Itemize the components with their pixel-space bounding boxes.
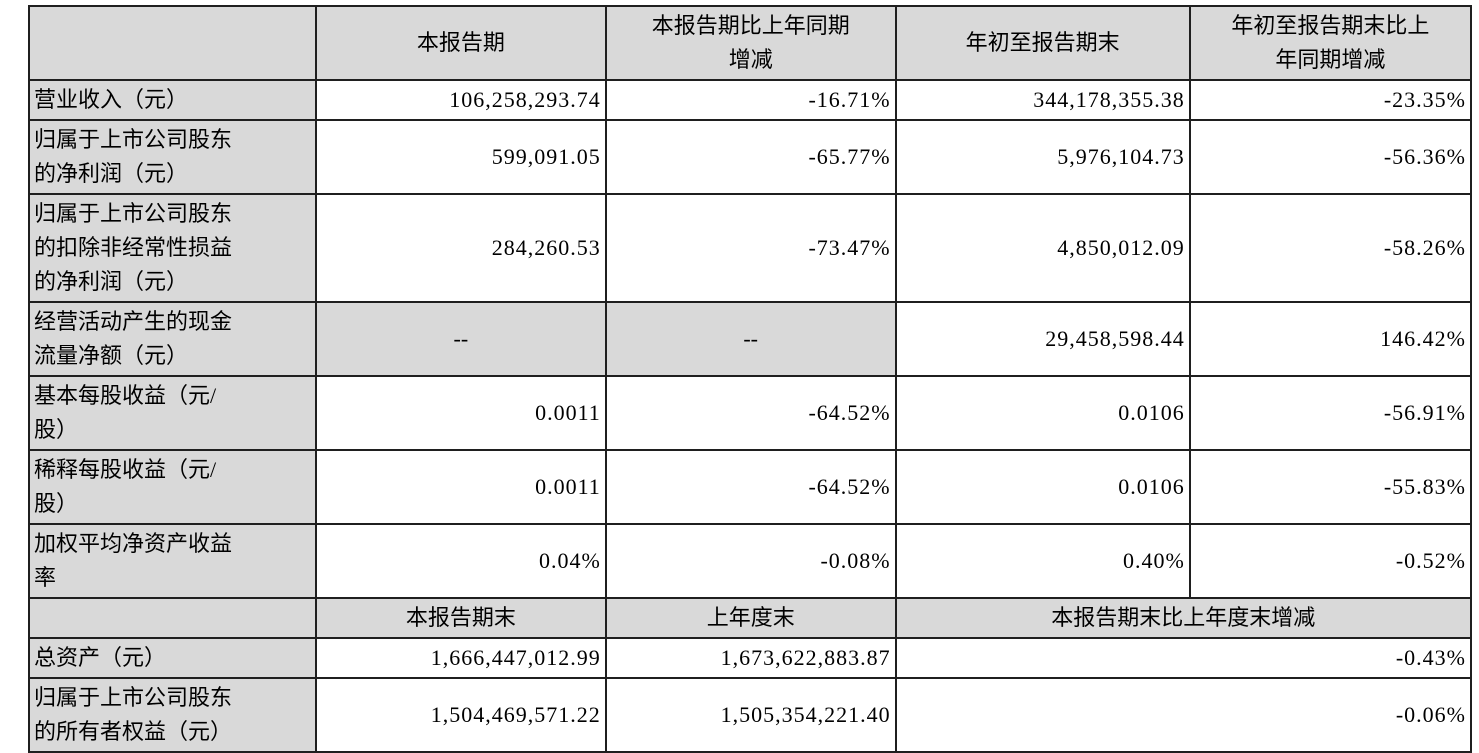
header-current-period-yoy: 本报告期比上年同期 增减 bbox=[604, 5, 897, 81]
value-end-of-period: 1,504,469,571.22 bbox=[314, 677, 607, 753]
table-row-net-profit: 归属于上市公司股东 的净利润（元） 599,091.05 -65.77% 5,9… bbox=[28, 119, 1473, 195]
value-current-period: 0.0011 bbox=[314, 375, 607, 451]
row-label: 总资产（元） bbox=[28, 637, 317, 679]
value-current-period-yoy: -65.77% bbox=[604, 119, 897, 195]
value-ytd: 0.0106 bbox=[894, 375, 1191, 451]
row-label: 经营活动产生的现金 流量净额（元） bbox=[28, 301, 317, 377]
value-ytd-yoy: -23.35% bbox=[1188, 79, 1473, 121]
value-ytd-yoy: 146.42% bbox=[1188, 301, 1473, 377]
header-row: 本报告期 本报告期比上年同期 增减 年初至报告期末 年初至报告期末比上 年同期增… bbox=[28, 5, 1473, 81]
value-current-period-yoy: -73.47% bbox=[604, 193, 897, 303]
section2-header-row: 本报告期末 上年度末 本报告期末比上年度末增减 bbox=[28, 597, 1473, 639]
value-ytd-yoy: -0.52% bbox=[1188, 523, 1473, 599]
value-current-period-yoy-dash: -- bbox=[604, 301, 897, 377]
value-current-period-yoy: -64.52% bbox=[604, 375, 897, 451]
value-current-period: 284,260.53 bbox=[314, 193, 607, 303]
value-ytd: 4,850,012.09 bbox=[894, 193, 1191, 303]
value-ytd: 29,458,598.44 bbox=[894, 301, 1191, 377]
header-ytd-yoy: 年初至报告期末比上 年同期增减 bbox=[1188, 5, 1473, 81]
row-label: 归属于上市公司股东 的净利润（元） bbox=[28, 119, 317, 195]
row-label: 加权平均净资产收益 率 bbox=[28, 523, 317, 599]
row-label: 稀释每股收益（元/ 股） bbox=[28, 449, 317, 525]
header-current-period: 本报告期 bbox=[314, 5, 607, 81]
table-row-diluted-eps: 稀释每股收益（元/ 股） 0.0011 -64.52% 0.0106 -55.8… bbox=[28, 449, 1473, 525]
value-current-period-yoy: -0.08% bbox=[604, 523, 897, 599]
key-financials-table: 本报告期 本报告期比上年同期 增减 年初至报告期末 年初至报告期末比上 年同期增… bbox=[28, 5, 1473, 753]
table-row-weighted-avg-roe: 加权平均净资产收益 率 0.04% -0.08% 0.40% -0.52% bbox=[28, 523, 1473, 599]
value-ytd: 0.40% bbox=[894, 523, 1191, 599]
value-current-period: 599,091.05 bbox=[314, 119, 607, 195]
row-label: 基本每股收益（元/ 股） bbox=[28, 375, 317, 451]
value-end-of-last-year: 1,505,354,221.40 bbox=[604, 677, 897, 753]
report-page: 本报告期 本报告期比上年同期 增减 年初至报告期末 年初至报告期末比上 年同期增… bbox=[28, 5, 1473, 753]
header-ytd: 年初至报告期末 bbox=[894, 5, 1191, 81]
value-end-of-last-year: 1,673,622,883.87 bbox=[604, 637, 897, 679]
value-ytd: 344,178,355.38 bbox=[894, 79, 1191, 121]
row-label: 归属于上市公司股东 的扣除非经常性损益 的净利润（元） bbox=[28, 193, 317, 303]
table-row-total-assets: 总资产（元） 1,666,447,012.99 1,673,622,883.87… bbox=[28, 637, 1473, 679]
value-ytd-yoy: -56.91% bbox=[1188, 375, 1473, 451]
table-row-net-profit-excl-nonrecurring: 归属于上市公司股东 的扣除非经常性损益 的净利润（元） 284,260.53 -… bbox=[28, 193, 1473, 303]
value-current-period-yoy: -16.71% bbox=[604, 79, 897, 121]
table-row-operating-cash-flow: 经营活动产生的现金 流量净额（元） -- -- 29,458,598.44 14… bbox=[28, 301, 1473, 377]
section2-header-end-of-last-year: 上年度末 bbox=[604, 597, 897, 639]
section2-header-end-of-period: 本报告期末 bbox=[314, 597, 607, 639]
table-row-basic-eps: 基本每股收益（元/ 股） 0.0011 -64.52% 0.0106 -56.9… bbox=[28, 375, 1473, 451]
value-change: -0.06% bbox=[894, 677, 1473, 753]
table-row-revenue: 营业收入（元） 106,258,293.74 -16.71% 344,178,3… bbox=[28, 79, 1473, 121]
value-ytd-yoy: -56.36% bbox=[1188, 119, 1473, 195]
section2-blank-cell bbox=[28, 597, 317, 639]
value-current-period-dash: -- bbox=[314, 301, 607, 377]
value-ytd: 5,976,104.73 bbox=[894, 119, 1191, 195]
value-change: -0.43% bbox=[894, 637, 1473, 679]
table-row-equity: 归属于上市公司股东 的所有者权益（元） 1,504,469,571.22 1,5… bbox=[28, 677, 1473, 753]
value-ytd: 0.0106 bbox=[894, 449, 1191, 525]
header-blank-cell bbox=[28, 5, 317, 81]
row-label: 归属于上市公司股东 的所有者权益（元） bbox=[28, 677, 317, 753]
section2-header-change: 本报告期末比上年度末增减 bbox=[894, 597, 1473, 639]
value-current-period: 106,258,293.74 bbox=[314, 79, 607, 121]
row-label: 营业收入（元） bbox=[28, 79, 317, 121]
value-current-period: 0.04% bbox=[314, 523, 607, 599]
value-ytd-yoy: -58.26% bbox=[1188, 193, 1473, 303]
value-current-period-yoy: -64.52% bbox=[604, 449, 897, 525]
value-ytd-yoy: -55.83% bbox=[1188, 449, 1473, 525]
value-end-of-period: 1,666,447,012.99 bbox=[314, 637, 607, 679]
value-current-period: 0.0011 bbox=[314, 449, 607, 525]
